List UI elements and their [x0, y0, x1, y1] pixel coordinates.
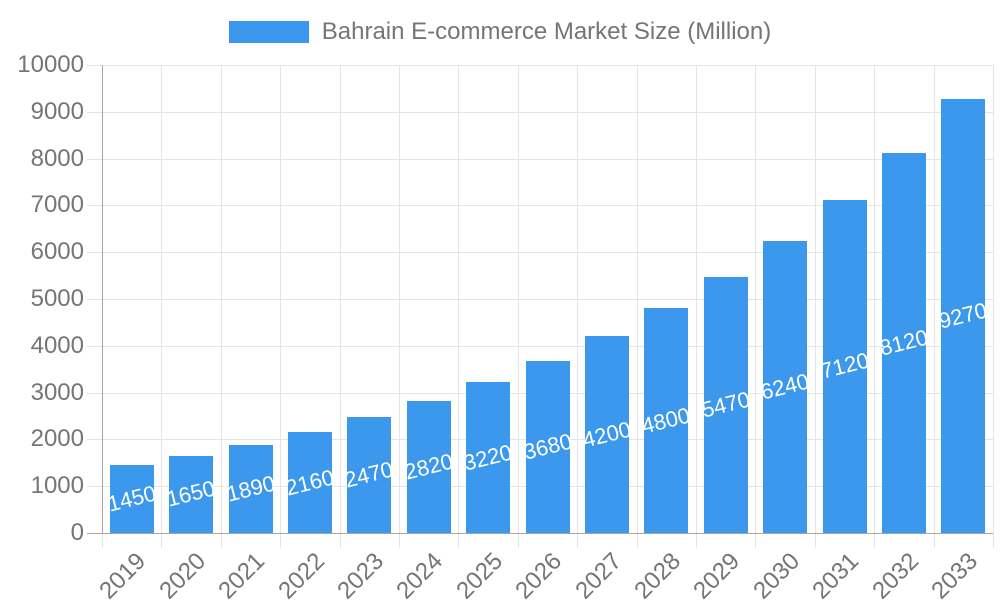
x-gridline [280, 65, 281, 533]
x-tick-mark [221, 533, 222, 548]
y-tick-label: 0 [70, 519, 84, 546]
y-tick-mark [87, 112, 102, 113]
x-gridline [458, 65, 459, 533]
x-tick-mark [696, 533, 697, 548]
x-gridline [637, 65, 638, 533]
x-gridline [755, 65, 756, 533]
x-tick-label-text: 2028 [629, 547, 686, 600]
x-gridline [340, 65, 341, 533]
x-tick-mark [755, 533, 756, 548]
x-gridline [221, 65, 222, 533]
bar-2025[interactable] [466, 382, 511, 533]
chart-legend[interactable]: Bahrain E-commerce Market Size (Million) [0, 17, 1000, 47]
x-gridline [696, 65, 697, 533]
bar-2024[interactable] [406, 401, 451, 533]
y-gridline [102, 252, 993, 253]
bar-2031[interactable] [822, 199, 867, 533]
x-tick-label-text: 2032 [866, 547, 924, 600]
x-gridline [874, 65, 875, 533]
x-tick-mark [577, 533, 578, 548]
x-tick-mark [637, 533, 638, 548]
x-tick-label-text: 2024 [391, 547, 449, 600]
x-tick-label-text: 2023 [332, 547, 389, 600]
bar-2028[interactable] [644, 308, 689, 533]
x-tick-label-text: 2031 [807, 547, 865, 600]
x-tick-label-text: 2025 [450, 547, 508, 600]
y-tick-label: 2000 [30, 425, 84, 452]
bar-2032[interactable] [881, 153, 926, 533]
bar-2019[interactable] [109, 465, 154, 533]
x-tick-label-text: 2026 [510, 547, 568, 600]
bar-2020[interactable] [169, 455, 214, 533]
x-tick-mark [874, 533, 875, 548]
y-tick-label: 7000 [30, 191, 84, 218]
bar-2029[interactable] [703, 277, 748, 533]
y-tick-mark [87, 439, 102, 440]
x-gridline [993, 65, 994, 533]
x-tick-label-text: 2033 [926, 547, 983, 600]
bar-2023[interactable] [347, 417, 392, 533]
x-tick-label-text: 2020 [153, 547, 211, 600]
bar-2026[interactable] [525, 360, 570, 533]
y-tick-label: 4000 [30, 332, 84, 359]
y-tick-mark [87, 159, 102, 160]
x-tick-mark [458, 533, 459, 548]
legend-label: Bahrain E-commerce Market Size (Million) [321, 18, 772, 45]
y-tick-mark [87, 299, 102, 300]
x-tick-mark [934, 533, 935, 548]
x-tick-label-text: 2027 [569, 547, 627, 600]
y-gridline [102, 112, 993, 113]
y-tick-mark [87, 393, 102, 394]
x-axis-line [87, 533, 993, 534]
x-tick-mark [280, 533, 281, 548]
y-tick-label: 6000 [30, 238, 84, 265]
y-tick-label: 8000 [30, 145, 84, 172]
y-tick-label: 9000 [30, 98, 84, 125]
y-gridline [102, 299, 993, 300]
y-gridline [102, 159, 993, 160]
bar-2022[interactable] [287, 431, 332, 533]
y-tick-label: 5000 [30, 285, 84, 312]
x-gridline [399, 65, 400, 533]
y-tick-label: 3000 [30, 379, 84, 406]
x-tick-label-text: 2019 [94, 547, 152, 600]
x-tick-label-text: 2022 [272, 547, 330, 600]
y-tick-mark [87, 252, 102, 253]
x-tick-label-text: 2021 [213, 547, 271, 600]
y-tick-mark [87, 65, 102, 66]
x-gridline [518, 65, 519, 533]
bar-2027[interactable] [584, 336, 629, 533]
x-tick-mark [340, 533, 341, 548]
bar-2033[interactable] [941, 99, 986, 533]
x-tick-mark [993, 533, 994, 548]
y-gridline [102, 65, 993, 66]
x-tick-label-text: 2030 [747, 547, 805, 600]
bar-2030[interactable] [763, 241, 808, 533]
x-tick-mark [102, 533, 103, 548]
y-tick-label: 1000 [30, 472, 84, 499]
x-tick-mark [518, 533, 519, 548]
x-gridline [161, 65, 162, 533]
x-gridline [815, 65, 816, 533]
y-tick-mark [87, 205, 102, 206]
x-gridline [934, 65, 935, 533]
bar-2021[interactable] [228, 444, 273, 533]
x-tick-mark [399, 533, 400, 548]
x-gridline [577, 65, 578, 533]
y-axis-line [102, 65, 103, 533]
y-gridline [102, 205, 993, 206]
x-tick-mark [161, 533, 162, 548]
y-tick-mark [87, 346, 102, 347]
legend-swatch-icon [228, 21, 309, 43]
x-tick-mark [815, 533, 816, 548]
y-gridline [102, 346, 993, 347]
y-tick-mark [87, 486, 102, 487]
x-tick-label-text: 2029 [688, 547, 746, 600]
y-tick-label: 10000 [17, 51, 84, 78]
